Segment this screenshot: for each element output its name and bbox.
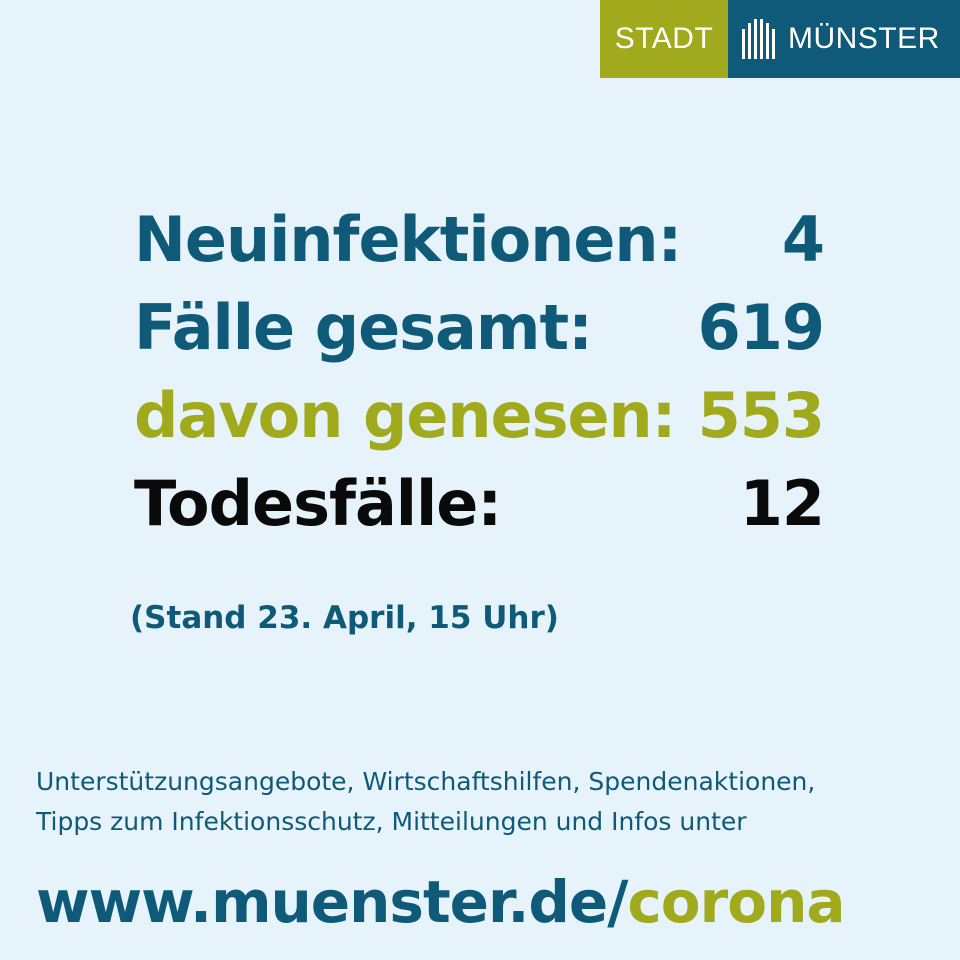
stat-row-new-infections: Neuinfektionen: 4: [134, 196, 825, 284]
stat-row-total-cases: Fälle gesamt: 619: [134, 284, 825, 372]
stat-row-recovered: davon genesen: 553: [134, 372, 825, 460]
city-logo: STADT MÜNSTER: [600, 0, 960, 78]
logo-muenster-text: MÜNSTER: [788, 22, 940, 55]
footer-line-1: Unterstützungsangebote, Wirtschaftshilfe…: [36, 767, 816, 796]
stat-label: davon genesen:: [134, 379, 676, 452]
corona-info-link[interactable]: www.muenster.de/corona: [36, 868, 846, 936]
stat-label: Todesfälle:: [134, 467, 502, 540]
status-timestamp: (Stand 23. April, 15 Uhr): [130, 600, 559, 636]
statistics-list: Neuinfektionen: 4 Fälle gesamt: 619 davo…: [134, 196, 825, 548]
stat-label: Neuinfektionen:: [134, 203, 682, 276]
footer-line-2: Tipps zum Infektionsschutz, Mitteilungen…: [36, 807, 747, 836]
stat-value: 619: [697, 291, 825, 364]
logo-stadt: STADT: [600, 0, 728, 78]
logo-muenster: MÜNSTER: [728, 0, 960, 78]
stat-row-deaths: Todesfälle: 12: [134, 460, 825, 548]
stat-value: 553: [697, 379, 825, 452]
logo-stadt-text: STADT: [614, 22, 714, 55]
stat-label: Fälle gesamt:: [134, 291, 593, 364]
stat-value: 12: [739, 467, 825, 540]
url-path: corona: [627, 868, 845, 936]
footer-info-text: Unterstützungsangebote, Wirtschaftshilfe…: [36, 762, 936, 842]
stat-value: 4: [781, 203, 825, 276]
muenster-cathedral-logo-icon: [742, 19, 775, 59]
url-base: www.muenster.de/: [36, 868, 628, 936]
